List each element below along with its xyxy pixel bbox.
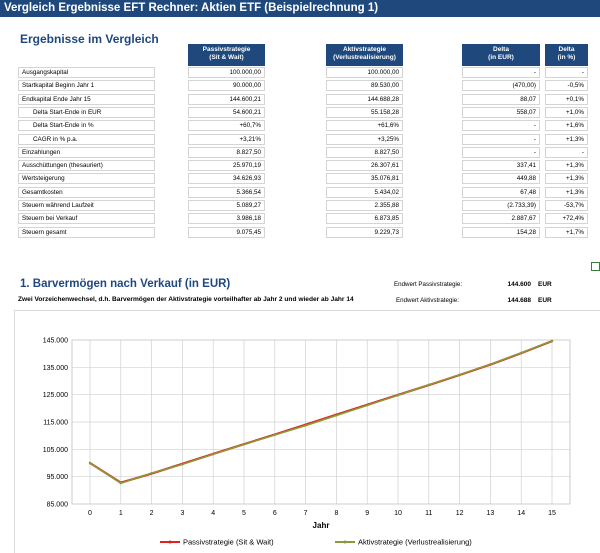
table-cell-passiv: 90.000,00	[188, 80, 265, 92]
table-cell-aktiv: +3,25%	[326, 133, 403, 145]
table-cell-delta: -	[462, 67, 540, 78]
table-cell-pct: -0,5%	[545, 80, 588, 92]
table-cell-delta: -	[462, 146, 540, 158]
table-cell-delta: -	[462, 133, 540, 145]
table-cell-aktiv: 2.355,88	[326, 200, 403, 211]
table-cell-passiv: 144.600,21	[188, 93, 265, 105]
table-cell-passiv: 100.000,00	[188, 67, 265, 78]
table-cell-aktiv: 89.530,00	[326, 80, 403, 92]
table-cell-pct: +1,3%	[545, 173, 588, 185]
table-cell-delta: 2.887,67	[462, 213, 540, 225]
chart-section-title: 1. Barvermögen nach Verkauf (in EUR)	[20, 278, 231, 290]
endwert-aktiv-value: 144.688	[507, 297, 532, 304]
window-title: Vergleich Ergebnisse EFT Rechner: Aktien…	[0, 0, 600, 17]
table-cell-delta: -	[462, 120, 540, 132]
table-cell-passiv: +3,21%	[188, 133, 265, 145]
column-header-passiv: Passivstrategie (Sit & Wait)	[188, 44, 265, 66]
endwert-aktiv-unit: EUR	[538, 297, 552, 304]
table-cell-aktiv: 55.158,28	[326, 106, 403, 118]
table-cell-delta: 88,07	[462, 93, 540, 105]
table-cell-aktiv: 6.873,85	[326, 213, 403, 225]
row-label: Einzahlungen	[18, 146, 155, 158]
table-cell-delta: 449,88	[462, 173, 540, 185]
column-header-delta-eur: Delta (in EUR)	[462, 44, 540, 66]
table-cell-aktiv: 9.229,73	[326, 226, 403, 238]
selected-cell-indicator[interactable]	[591, 262, 600, 271]
endwert-passiv-unit: EUR	[538, 281, 552, 288]
column-header-aktiv: Aktivstrategie (Verlustrealisierung)	[326, 44, 403, 66]
row-label: Wertsteigerung	[18, 173, 155, 185]
row-label: Steuern während Laufzeit	[18, 200, 155, 211]
table-cell-delta: (2.733,39)	[462, 200, 540, 211]
table-cell-aktiv: 35.076,81	[326, 173, 403, 185]
table-cell-passiv: 3.986,18	[188, 213, 265, 225]
table-cell-pct: -53,7%	[545, 200, 588, 211]
table-cell-delta: 558,07	[462, 106, 540, 118]
table-cell-passiv: 25.970,19	[188, 160, 265, 172]
table-cell-passiv: 5.366,54	[188, 186, 265, 198]
row-label: Steuern bei Verkauf	[18, 213, 155, 225]
endwert-passiv-label: Endwert Passivstrategie:	[394, 281, 463, 288]
table-cell-pct: +72,4%	[545, 213, 588, 225]
table-cell-aktiv: 100.000,00	[326, 67, 403, 78]
section-title: Ergebnisse im Vergleich	[20, 32, 159, 46]
table-cell-delta: 67,48	[462, 186, 540, 198]
table-cell-aktiv: 144.688,28	[326, 93, 403, 105]
table-cell-pct: +0,1%	[545, 93, 588, 105]
row-label: Delta Start-Ende in %	[18, 120, 155, 132]
table-cell-pct: +1,3%	[545, 186, 588, 198]
table-cell-delta: 337,41	[462, 160, 540, 172]
table-cell-delta: 154,28	[462, 226, 540, 238]
table-cell-passiv: +60,7%	[188, 120, 265, 132]
row-label: Steuern gesamt	[18, 226, 155, 238]
table-cell-passiv: 54.600,21	[188, 106, 265, 118]
table-cell-pct: +1,3%	[545, 160, 588, 172]
table-cell-pct: -	[545, 146, 588, 158]
table-cell-pct: +1,6%	[545, 120, 588, 132]
endwert-aktiv-label: Endwert Aktivstrategie:	[396, 297, 459, 304]
table-cell-pct: -	[545, 67, 588, 78]
table-cell-passiv: 8.827,50	[188, 146, 265, 158]
row-label: Startkapital Beginn Jahr 1	[18, 80, 155, 92]
table-cell-passiv: 34.626,93	[188, 173, 265, 185]
column-header-delta-pct: Delta (in %)	[545, 44, 588, 66]
table-cell-aktiv: 5.434,02	[326, 186, 403, 198]
table-cell-delta: (470,00)	[462, 80, 540, 92]
chart-frame	[14, 310, 600, 553]
table-cell-aktiv: 26.307,61	[326, 160, 403, 172]
table-cell-passiv: 9.075,45	[188, 226, 265, 238]
table-cell-passiv: 5.089,27	[188, 200, 265, 211]
table-cell-aktiv: 8.827,50	[326, 146, 403, 158]
row-label: Delta Start-Ende in EUR	[18, 106, 155, 118]
row-label: Ausgangskapital	[18, 67, 155, 78]
table-cell-aktiv: +61,6%	[326, 120, 403, 132]
chart-subtitle: Zwei Vorzeichenwechsel, d.h. Barvermögen…	[18, 296, 354, 303]
row-label: Endkapital Ende Jahr 15	[18, 93, 155, 105]
row-label: CAGR in % p.a.	[18, 133, 155, 145]
row-label: Gesamtkosten	[18, 186, 155, 198]
endwert-passiv-value: 144.600	[507, 281, 532, 288]
table-cell-pct: +1,3%	[545, 133, 588, 145]
table-cell-pct: +1,7%	[545, 226, 588, 238]
row-label: Ausschüttungen (thesauriert)	[18, 160, 155, 172]
table-cell-pct: +1,0%	[545, 106, 588, 118]
